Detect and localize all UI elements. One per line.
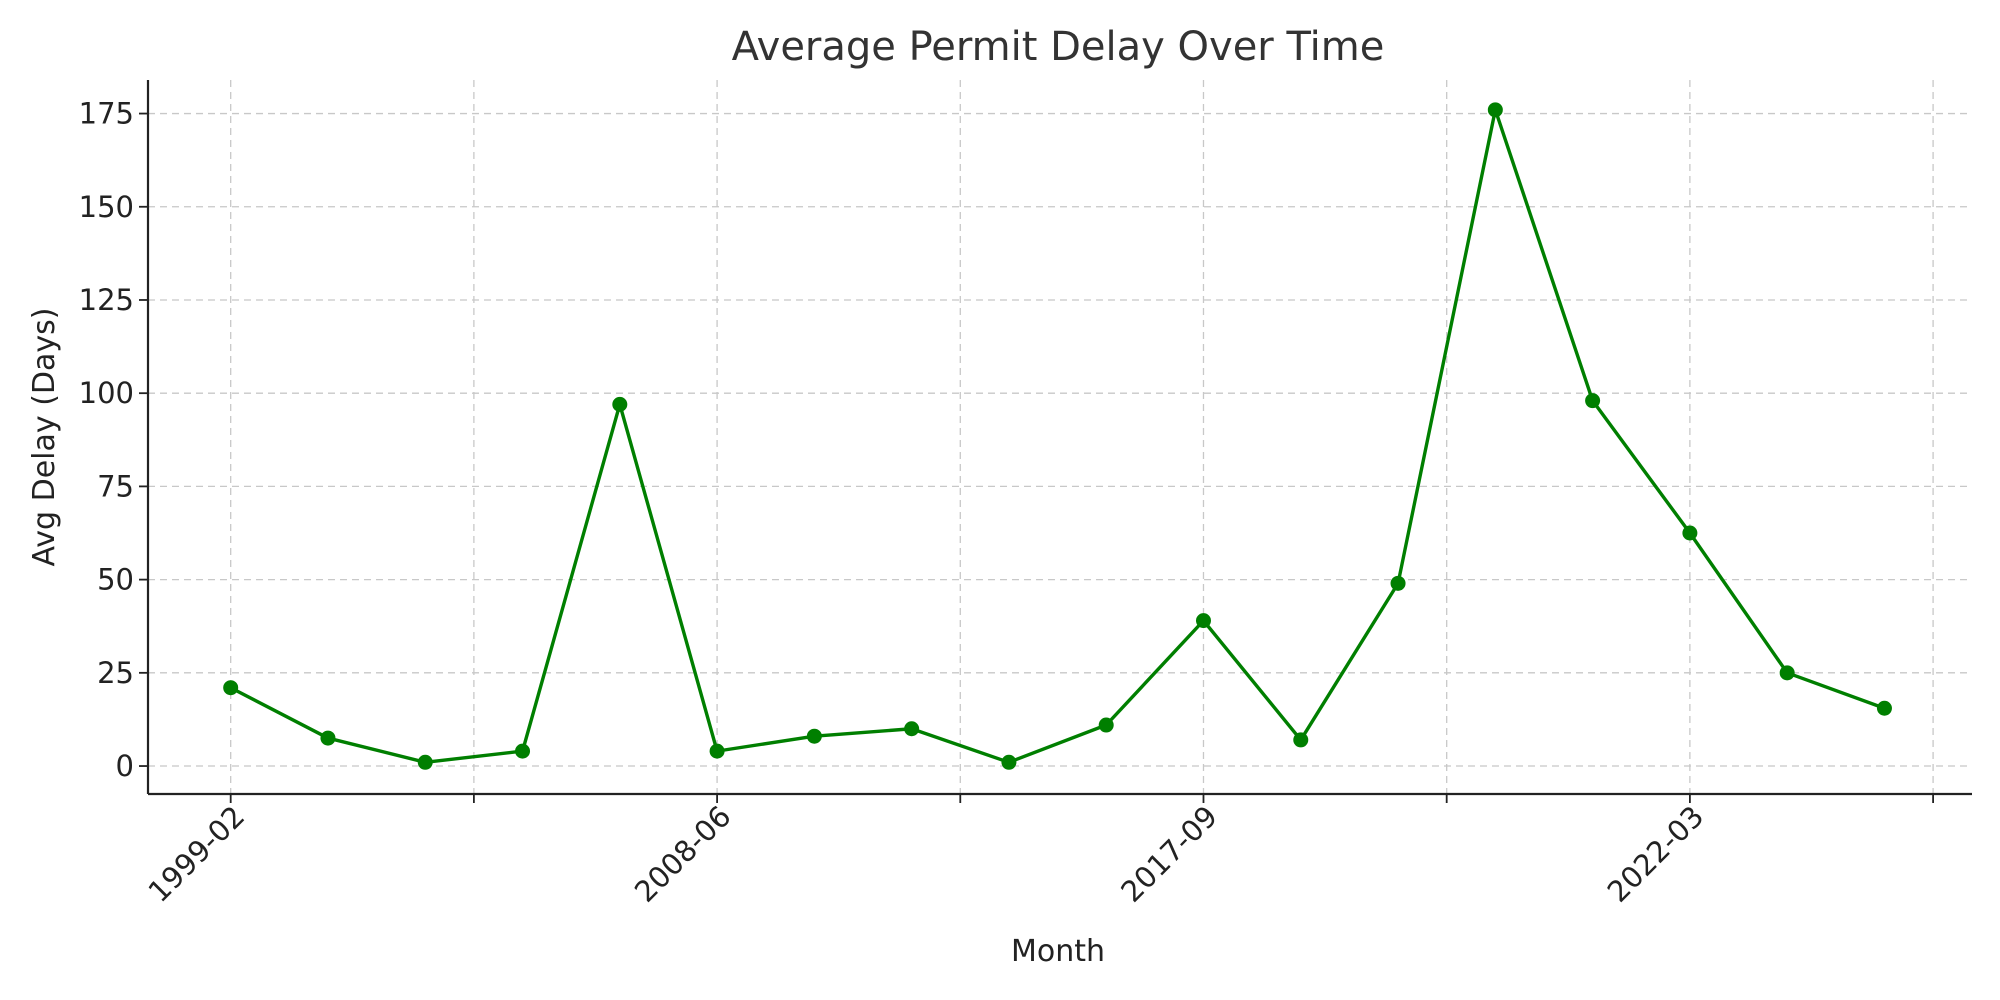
y-tick-label: 50 [97,563,134,597]
data-point [1779,665,1795,681]
data-point [1195,613,1211,629]
x-tick-label: 2022-03 [1601,799,1711,909]
data-point [904,721,920,737]
y-axis-label: Avg Delay (Days) [27,308,62,567]
data-point [1390,575,1406,591]
data-point [1585,393,1601,409]
data-point [1682,525,1698,541]
chart-title: Average Permit Delay Over Time [732,24,1385,70]
data-point [612,396,628,412]
y-tick-label: 175 [79,97,134,131]
x-axis-ticks: 1999-02 2008-06 2017-09 2022-03 [141,794,1934,909]
data-point [806,728,822,744]
data-point [1487,102,1503,118]
data-point [515,743,531,759]
y-tick-label: 25 [97,656,134,690]
series-line [228,108,1887,765]
data-point [320,730,336,746]
data-point [1098,717,1114,733]
x-tick-label: 2008-06 [628,799,738,909]
y-tick-label: 125 [79,283,134,317]
y-tick-label: 100 [79,376,134,410]
axes [146,80,1972,796]
data-point [417,754,433,770]
y-tick-label: 150 [79,190,134,224]
data-point [1876,700,1892,716]
x-tick-label: 1999-02 [141,799,251,909]
y-tick-label: 75 [97,469,134,503]
data-point [1293,732,1309,748]
data-series [223,102,1892,770]
data-point [709,743,725,759]
y-tick-label: 0 [116,749,134,783]
data-point [1001,754,1017,770]
grid-lines [148,80,1972,794]
x-axis-label: Month [1011,934,1105,969]
y-axis-ticks: 0 25 50 75 100 125 150 175 [79,97,148,783]
x-tick-label: 2017-09 [1114,799,1224,909]
data-point [223,680,239,696]
